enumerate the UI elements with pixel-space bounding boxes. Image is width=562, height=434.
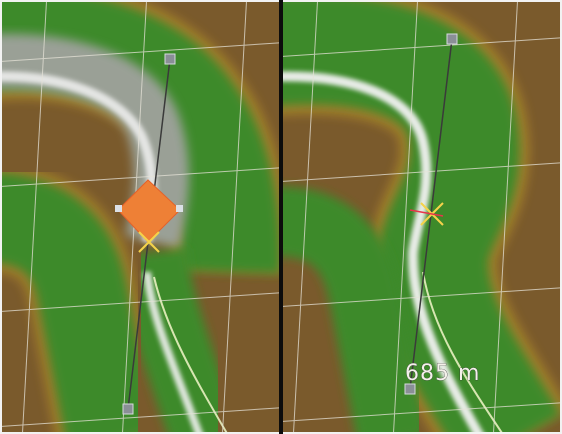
map-view-before[interactable] <box>2 2 279 432</box>
map-view-after[interactable]: 685 m <box>283 2 560 432</box>
terrain-canvas-before[interactable] <box>2 2 279 432</box>
square-node-icon[interactable] <box>446 33 458 45</box>
square-node-icon[interactable] <box>164 53 176 65</box>
crosshair-icon <box>138 231 160 253</box>
split-divider[interactable] <box>279 0 283 434</box>
crosshair-icon <box>409 202 444 226</box>
square-node-icon[interactable] <box>122 403 134 415</box>
distance-label: 685 m <box>405 361 480 386</box>
terrain-canvas-after[interactable]: 685 m <box>283 2 560 432</box>
square-node-icon[interactable] <box>404 383 416 395</box>
road-band-lower <box>2 162 241 432</box>
map-grid <box>283 2 560 432</box>
road-band-s-curve <box>283 2 560 432</box>
